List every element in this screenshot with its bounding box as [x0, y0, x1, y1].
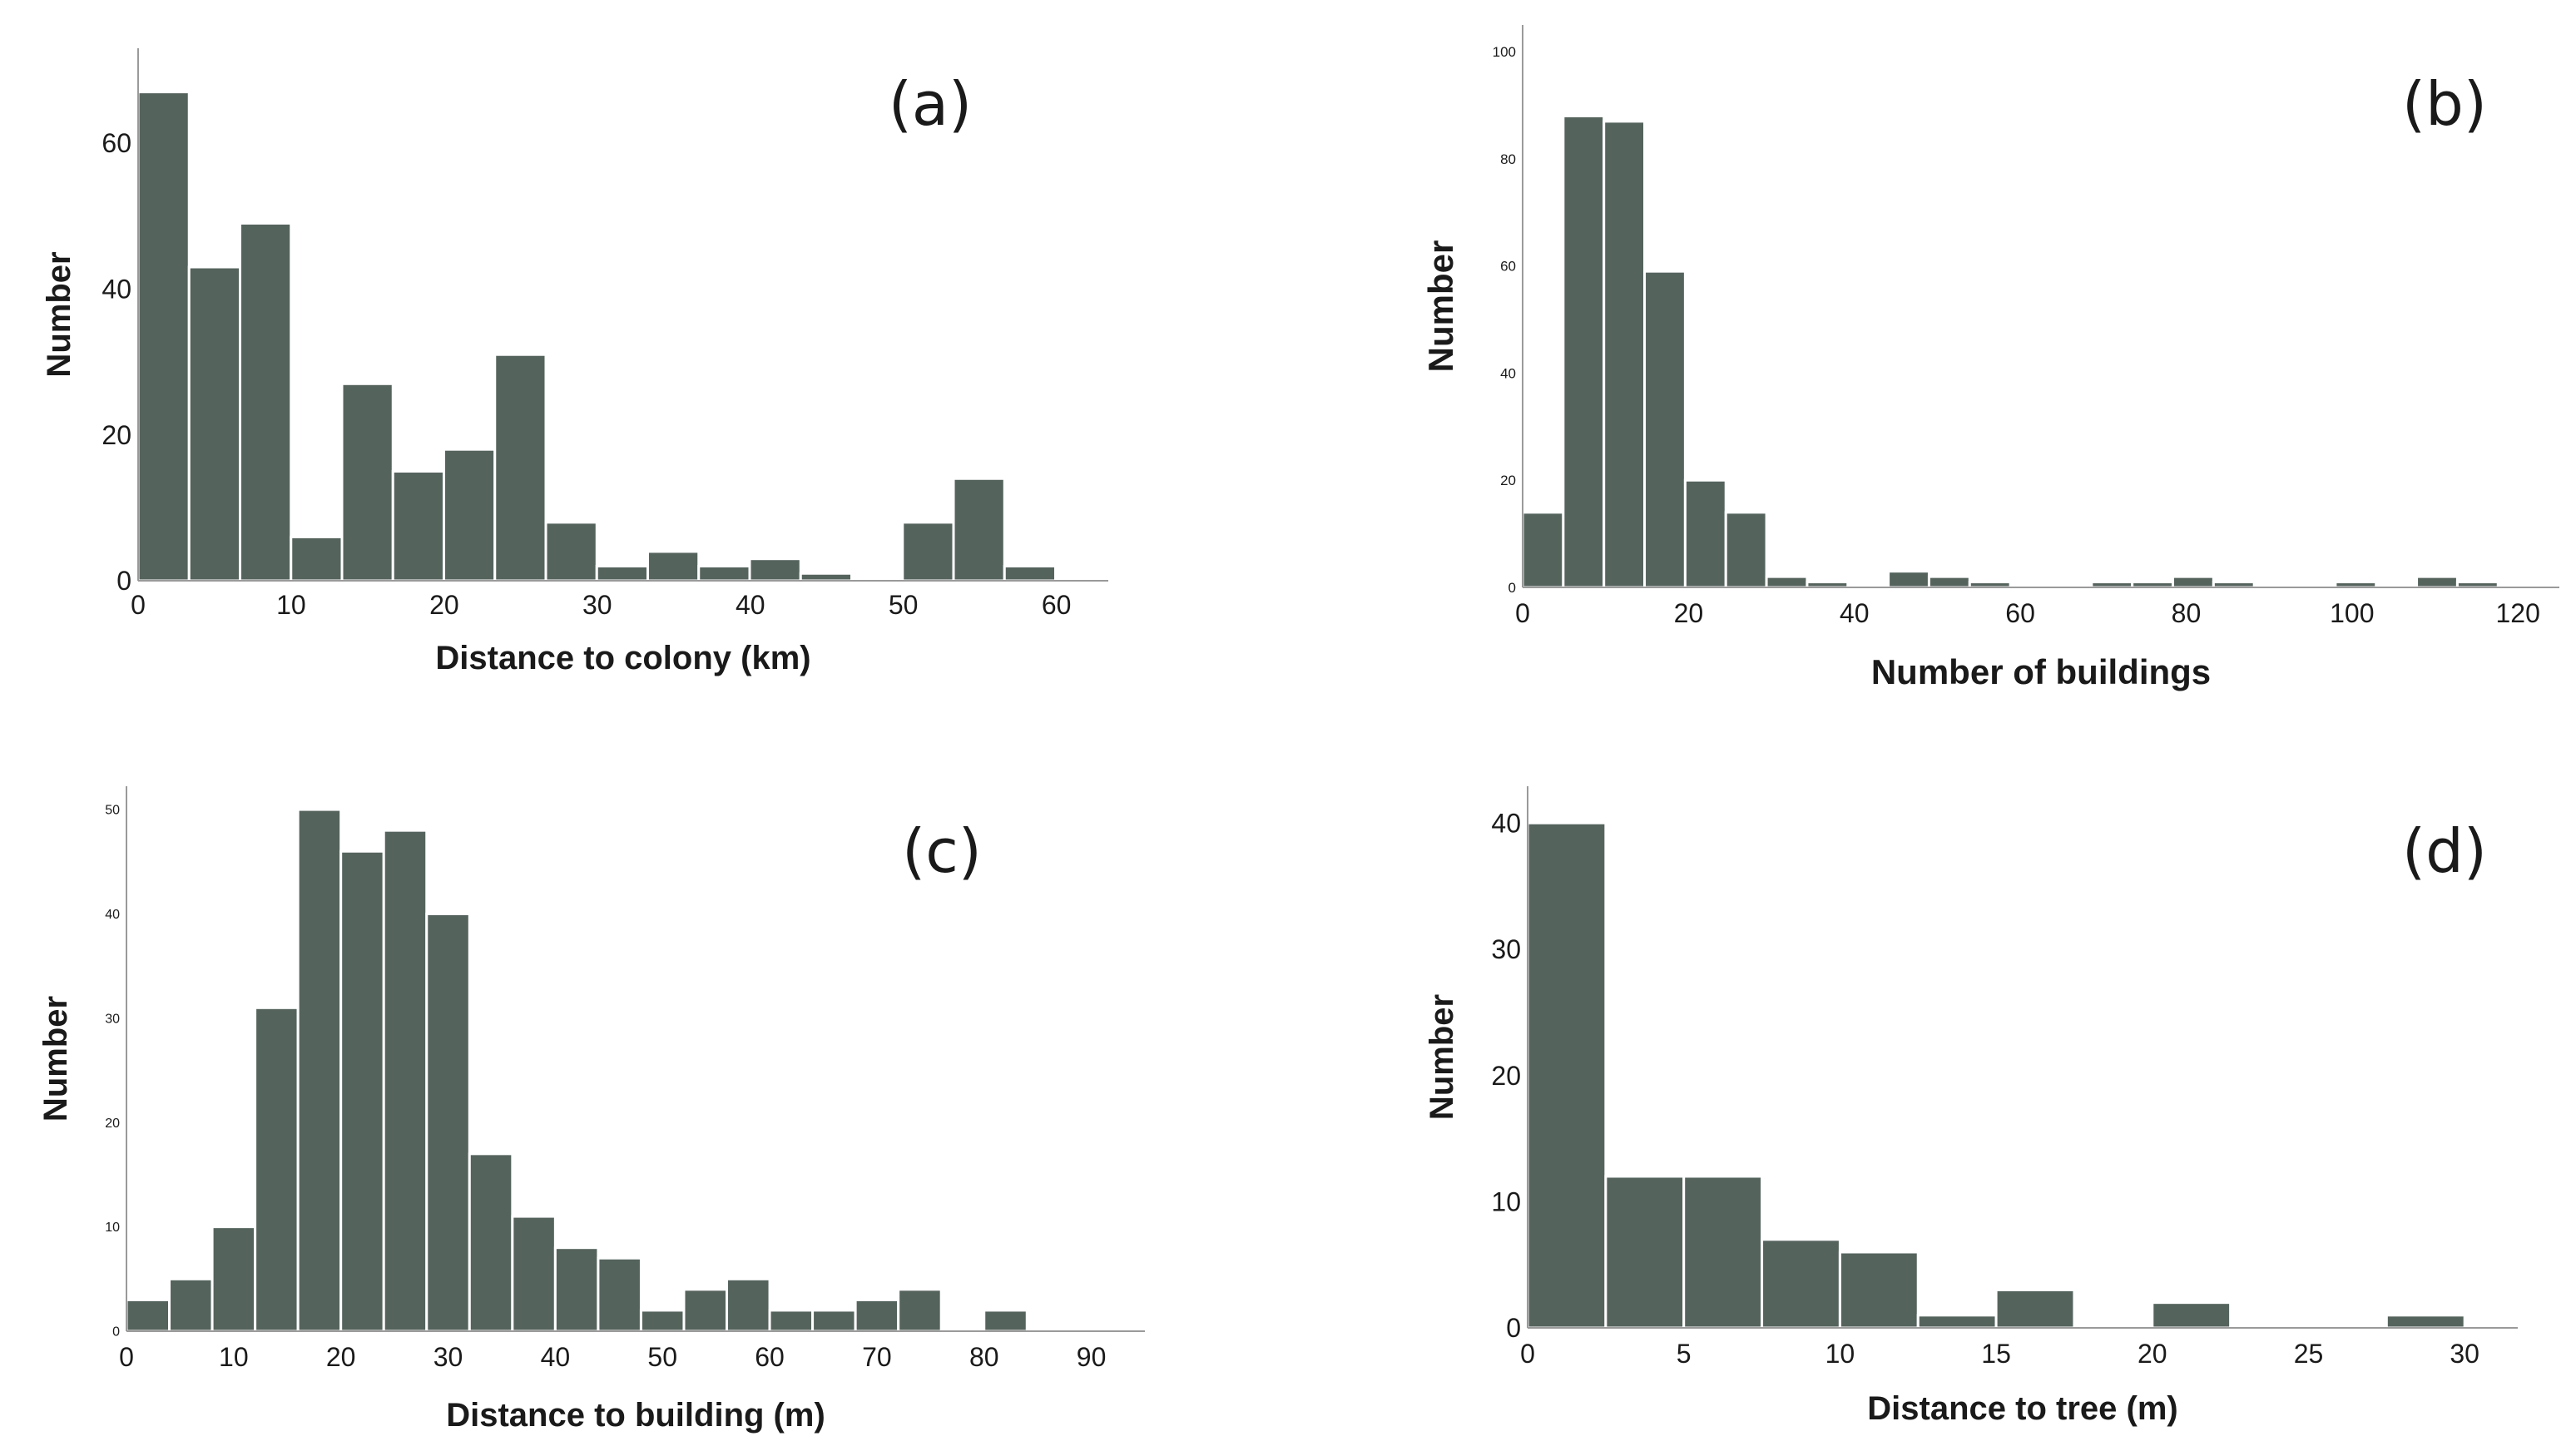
x-tick-label: 0 — [131, 590, 146, 620]
y-tick-label: 60 — [1500, 259, 1516, 275]
histogram-bar — [2385, 1314, 2466, 1330]
x-tick-label: 40 — [736, 590, 765, 620]
y-tick-label: 0 — [1508, 580, 1516, 596]
x-tick-label: 0 — [1515, 598, 1530, 628]
x-tick-label: 40 — [1840, 598, 1870, 628]
histogram-bar — [1994, 1288, 2076, 1330]
histogram-bar — [296, 808, 343, 1333]
histogram-bar — [468, 1152, 514, 1333]
x-tick-label: 100 — [2330, 598, 2374, 628]
histogram-bar — [168, 1277, 214, 1333]
panel-label: (c) — [902, 816, 982, 886]
y-axis-title: Number — [1424, 994, 1460, 1120]
y-tick-label: 50 — [105, 804, 120, 818]
x-tick-label: 60 — [755, 1342, 785, 1372]
x-axis-title: Distance to colony (km) — [435, 640, 810, 676]
x-axis-title: Distance to building (m) — [446, 1397, 825, 1434]
x-tick-label: 20 — [1674, 598, 1704, 628]
x-tick-label: 5 — [1677, 1339, 1692, 1369]
y-tick-label: 40 — [1491, 808, 1521, 838]
histogram-bar — [425, 912, 471, 1333]
histogram-bar — [339, 849, 385, 1333]
y-tick-label: 30 — [105, 1012, 120, 1026]
histogram-bar — [1838, 1250, 1920, 1330]
x-tick-label: 10 — [1825, 1339, 1855, 1369]
histogram-bar — [1682, 1175, 1764, 1330]
y-tick-label: 100 — [1493, 44, 1516, 60]
x-tick-label: 20 — [326, 1342, 356, 1372]
y-tick-label: 40 — [102, 275, 131, 305]
histogram-bar — [391, 469, 446, 582]
histogram-bar — [1562, 114, 1606, 589]
y-tick-label: 0 — [116, 566, 131, 596]
y-tick-label: 10 — [1491, 1186, 1521, 1216]
histogram-bar — [983, 1309, 1028, 1333]
y-tick-label: 20 — [105, 1117, 120, 1131]
y-tick-label: 80 — [1500, 151, 1516, 167]
y-tick-label: 40 — [105, 908, 120, 922]
y-axis-title: Number — [37, 996, 74, 1122]
x-tick-label: 20 — [2138, 1339, 2167, 1369]
panel-label: (d) — [2402, 816, 2487, 886]
y-axis-title: Number — [1421, 240, 1460, 373]
y-tick-label: 40 — [1500, 365, 1516, 381]
x-tick-label: 80 — [969, 1342, 999, 1372]
x-axis-title: Distance to tree (m) — [1867, 1390, 2177, 1427]
x-tick-label: 0 — [119, 1342, 134, 1372]
histogram-bar — [511, 1215, 557, 1333]
y-tick-label: 20 — [1500, 473, 1516, 488]
x-tick-label: 15 — [1981, 1339, 2011, 1369]
histogram-bar — [1724, 511, 1768, 589]
x-tick-label: 20 — [429, 590, 459, 620]
histogram-bar — [187, 265, 242, 582]
histogram-bar — [493, 353, 547, 582]
x-tick-label: 80 — [2172, 598, 2202, 628]
y-tick-label: 20 — [1491, 1061, 1521, 1091]
x-tick-label: 10 — [219, 1342, 249, 1372]
x-tick-label: 30 — [582, 590, 612, 620]
histogram-bar — [1643, 270, 1687, 589]
x-tick-label: 120 — [2495, 598, 2539, 628]
x-axis-title: Number of buildings — [1871, 652, 2211, 691]
x-tick-label: 30 — [433, 1342, 463, 1372]
panel-label: (b) — [2402, 69, 2487, 139]
x-tick-label: 60 — [2005, 598, 2035, 628]
y-tick-label: 30 — [1491, 934, 1521, 964]
x-tick-label: 90 — [1077, 1342, 1107, 1372]
x-tick-label: 60 — [1042, 590, 1072, 620]
histogram-bar — [1526, 821, 1607, 1330]
histogram-bar — [646, 550, 701, 582]
panel-label: (a) — [889, 69, 972, 139]
y-tick-label: 10 — [105, 1221, 120, 1235]
histogram-bar — [1604, 1175, 1686, 1330]
x-tick-label: 50 — [647, 1342, 677, 1372]
y-tick-label: 0 — [112, 1325, 120, 1340]
y-tick-label: 20 — [102, 420, 131, 450]
x-tick-label: 40 — [541, 1342, 571, 1372]
histogram-bar — [1761, 1238, 1841, 1330]
y-tick-label: 0 — [1506, 1313, 1521, 1343]
x-tick-label: 50 — [889, 590, 919, 620]
y-tick-label: 60 — [102, 128, 131, 158]
histogram-bar — [382, 829, 428, 1333]
histogram-bar — [2151, 1301, 2232, 1330]
x-tick-label: 70 — [862, 1342, 892, 1372]
x-tick-label: 30 — [2450, 1339, 2479, 1369]
x-tick-label: 0 — [1520, 1339, 1535, 1369]
histogram-bar — [1916, 1314, 1998, 1330]
y-axis-title: Number — [41, 251, 77, 377]
x-tick-label: 25 — [2294, 1339, 2324, 1369]
x-tick-label: 10 — [276, 590, 306, 620]
